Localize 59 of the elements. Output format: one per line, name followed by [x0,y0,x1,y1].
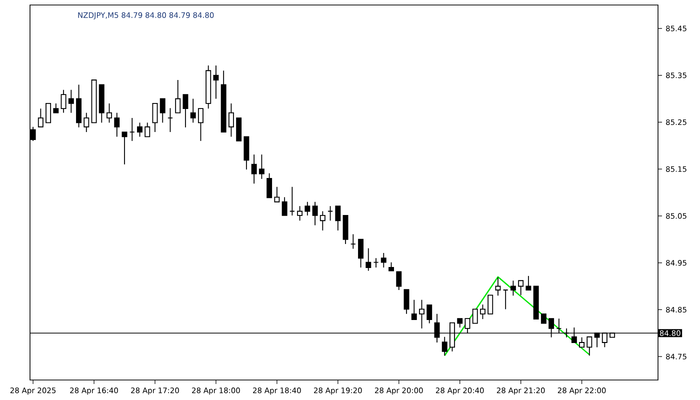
candlestick [502,290,508,310]
candlestick [358,238,364,268]
candlestick [152,102,158,132]
candlestick [258,154,264,180]
candlestick [373,258,379,268]
candlestick [297,206,303,222]
candlestick [144,122,150,138]
candlestick [442,336,448,356]
candlestick [480,304,486,320]
candlestick [526,275,532,290]
candlestick [342,215,348,245]
candlestick [282,196,288,216]
candlestick [182,94,188,128]
candlestick [579,336,585,348]
candlestick [228,102,234,138]
candlestick [53,102,59,114]
candlestick [76,84,82,128]
candlestick [586,336,592,356]
candlestick [137,122,142,138]
candlestick [350,234,356,250]
candlestick [510,280,516,296]
candlestick [396,271,402,290]
candlestick [68,89,74,114]
candlestick [266,172,272,198]
candlestick [274,186,280,202]
candlestick [495,276,501,296]
candlestick [472,308,478,324]
candlestick [380,252,386,268]
candlestick [46,102,52,124]
candlestick [488,294,494,314]
candlestick [320,210,326,231]
candlestick [129,118,135,142]
candlestick [312,201,318,226]
candlestick [411,299,417,320]
candlestick [198,108,204,142]
candlestick [114,112,120,138]
candlestick [122,132,128,165]
candlestick [540,313,546,324]
candlestick [244,136,250,170]
candlestick [518,280,524,296]
candlestick [366,248,372,272]
candlestick [84,112,90,132]
candlestick [404,289,410,314]
candlestick [168,108,173,132]
candlestick [328,206,334,222]
candlestick [419,299,424,329]
candlestick [213,65,219,100]
candlestick [289,186,295,216]
candlestick [236,118,242,142]
candlestick [106,102,112,124]
candlestick [160,98,166,124]
candlestick [426,304,432,324]
candlestick [175,80,181,114]
candlestick [190,98,196,124]
candlestick [251,154,257,184]
candlestick [304,201,310,216]
candlestick [335,206,341,231]
candlestick [60,89,66,114]
candlestick [38,108,44,128]
